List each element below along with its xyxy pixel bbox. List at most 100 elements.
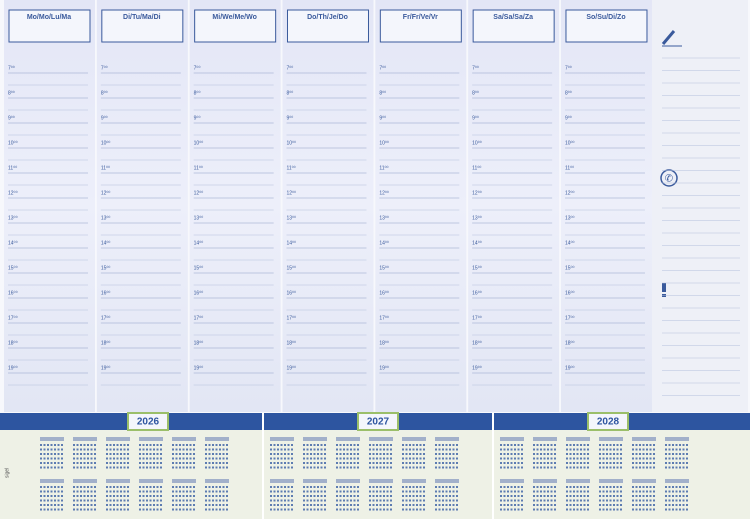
year-tab xyxy=(587,412,629,431)
hour-label: 7⁰⁰ xyxy=(565,65,572,71)
month-heading xyxy=(106,437,130,441)
day-header-box xyxy=(194,9,277,43)
hour-label: 15⁰⁰ xyxy=(379,265,389,271)
hour-label: 16⁰⁰ xyxy=(194,290,204,296)
hour-label: 11⁰⁰ xyxy=(8,165,17,171)
month-heading xyxy=(599,479,623,483)
month-heading xyxy=(369,437,393,441)
day-header-box xyxy=(565,9,648,43)
hour-label: 9⁰⁰ xyxy=(565,115,572,121)
hour-label: 9⁰⁰ xyxy=(286,115,293,121)
month-heading xyxy=(533,479,557,483)
hour-label: 15⁰⁰ xyxy=(286,265,296,271)
hour-label: 12⁰⁰ xyxy=(565,190,575,196)
month-heading xyxy=(402,479,426,483)
month-heading xyxy=(336,437,360,441)
hour-label: 11⁰⁰ xyxy=(101,165,110,171)
day-header: Di/Tu/Ma/Di xyxy=(123,14,161,21)
month-heading xyxy=(402,437,426,441)
day-column xyxy=(4,0,95,412)
day-header: Sa/Sa/Sa/Za xyxy=(493,14,533,21)
hour-label: 18⁰⁰ xyxy=(8,340,18,346)
hour-label: 14⁰⁰ xyxy=(286,240,296,246)
hour-label: 18⁰⁰ xyxy=(286,340,296,346)
month-heading xyxy=(303,437,327,441)
month-heading xyxy=(500,437,524,441)
hour-label: 9⁰⁰ xyxy=(472,115,479,121)
hour-label: 17⁰⁰ xyxy=(8,315,18,321)
hour-label: 17⁰⁰ xyxy=(194,315,204,321)
hour-label: 18⁰⁰ xyxy=(472,340,482,346)
brand: sigel xyxy=(4,468,10,478)
month-heading xyxy=(500,479,524,483)
hour-label: 16⁰⁰ xyxy=(286,290,296,296)
hour-label: 8⁰⁰ xyxy=(101,90,108,96)
hour-label: 14⁰⁰ xyxy=(101,240,111,246)
day-column xyxy=(282,0,374,412)
month-heading xyxy=(599,437,623,441)
month-heading xyxy=(106,479,130,483)
month-heading xyxy=(435,479,459,483)
hour-label: 12⁰⁰ xyxy=(379,190,389,196)
day-column xyxy=(189,0,281,412)
day-header-box xyxy=(8,9,91,43)
hour-label: 15⁰⁰ xyxy=(565,265,575,271)
month-heading xyxy=(435,437,459,441)
hour-label: 9⁰⁰ xyxy=(194,115,201,121)
hour-label: 12⁰⁰ xyxy=(8,190,18,196)
svg-text:✆: ✆ xyxy=(665,174,673,185)
month-heading xyxy=(139,479,163,483)
month-heading xyxy=(303,479,327,483)
hour-label: 17⁰⁰ xyxy=(472,315,482,321)
hour-label: 17⁰⁰ xyxy=(101,315,111,321)
day-column xyxy=(468,0,560,412)
hour-label: 7⁰⁰ xyxy=(8,65,15,71)
year-tab xyxy=(357,412,399,431)
hour-label: 19⁰⁰ xyxy=(194,365,204,371)
month-heading xyxy=(270,437,294,441)
hour-label: 7⁰⁰ xyxy=(379,65,386,71)
hour-label: 14⁰⁰ xyxy=(8,240,18,246)
day-header-box xyxy=(101,9,184,43)
hour-label: 7⁰⁰ xyxy=(286,65,293,71)
day-header: So/Su/Di/Zo xyxy=(586,14,625,21)
month-heading xyxy=(336,479,360,483)
day-column xyxy=(375,0,467,412)
hour-label: 15⁰⁰ xyxy=(8,265,18,271)
hour-label: 16⁰⁰ xyxy=(101,290,111,296)
hour-label: 19⁰⁰ xyxy=(472,365,482,371)
hour-label: 10⁰⁰ xyxy=(565,140,575,146)
day-header: Mo/Mo/Lu/Ma xyxy=(27,14,71,21)
hour-label: 13⁰⁰ xyxy=(565,215,575,221)
hour-label: 7⁰⁰ xyxy=(472,65,479,71)
month-heading xyxy=(40,437,64,441)
year-label: 2027 xyxy=(367,417,390,428)
month-heading xyxy=(533,437,557,441)
month-heading xyxy=(139,437,163,441)
hour-label: 14⁰⁰ xyxy=(194,240,204,246)
hour-label: 11⁰⁰ xyxy=(194,165,203,171)
hour-label: 19⁰⁰ xyxy=(8,365,18,371)
month-heading xyxy=(369,479,393,483)
hour-label: 10⁰⁰ xyxy=(286,140,296,146)
hour-label: 19⁰⁰ xyxy=(379,365,389,371)
month-heading xyxy=(172,437,196,441)
month-heading xyxy=(566,437,590,441)
hour-label: 11⁰⁰ xyxy=(286,165,295,171)
hour-label: 7⁰⁰ xyxy=(101,65,108,71)
hour-label: 15⁰⁰ xyxy=(101,265,111,271)
hour-label: 10⁰⁰ xyxy=(101,140,111,146)
year-label: 2028 xyxy=(597,417,620,428)
hour-label: 15⁰⁰ xyxy=(472,265,482,271)
hour-label: 17⁰⁰ xyxy=(286,315,296,321)
hour-label: 13⁰⁰ xyxy=(101,215,111,221)
hour-label: 13⁰⁰ xyxy=(194,215,204,221)
hour-label: 13⁰⁰ xyxy=(8,215,18,221)
hour-label: 8⁰⁰ xyxy=(194,90,201,96)
hour-label: 11⁰⁰ xyxy=(565,165,574,171)
exclamation-icon xyxy=(662,283,666,297)
month-heading xyxy=(73,479,97,483)
hour-label: 19⁰⁰ xyxy=(565,365,575,371)
hour-label: 12⁰⁰ xyxy=(194,190,204,196)
